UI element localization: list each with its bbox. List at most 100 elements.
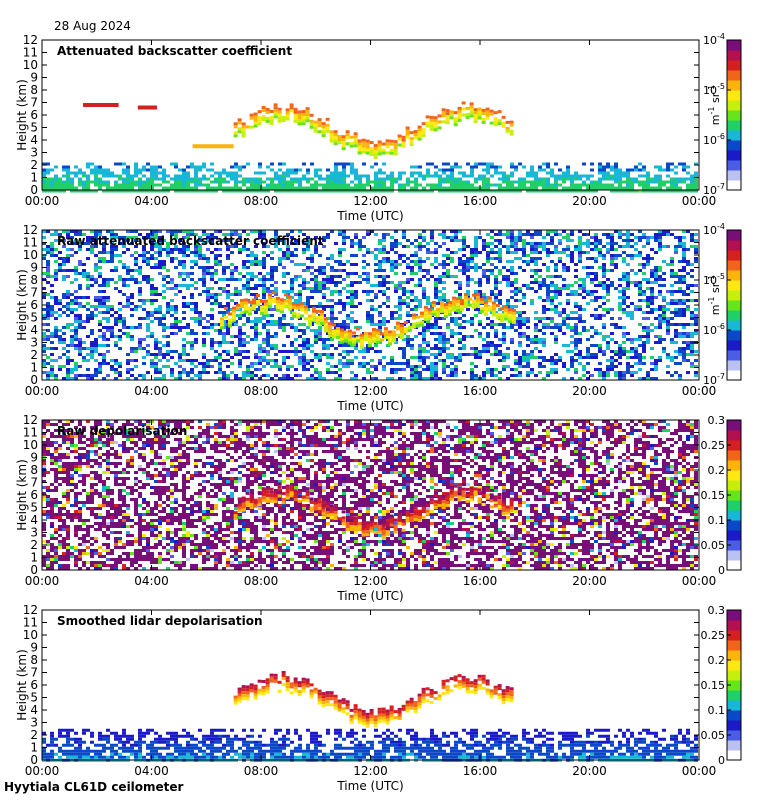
heatmap-cell <box>638 269 642 272</box>
heatmap-cell <box>306 189 310 193</box>
heatmap-cell <box>658 341 662 344</box>
heatmap-cell <box>598 362 602 365</box>
heatmap-cell <box>374 174 378 178</box>
heatmap-cell <box>377 146 382 150</box>
heatmap-cell <box>126 299 130 302</box>
heatmap-cell <box>78 314 82 317</box>
heatmap-cell <box>454 236 458 239</box>
heatmap-cell <box>210 242 214 245</box>
heatmap-cell <box>166 269 170 272</box>
heatmap-cell <box>250 183 254 187</box>
heatmap-cell <box>578 245 582 248</box>
heatmap-cell <box>254 275 258 278</box>
heatmap-cell <box>546 296 550 299</box>
heatmap-cell <box>254 245 258 248</box>
heatmap-cell <box>438 278 442 281</box>
heatmap-cell <box>270 314 274 317</box>
heatmap-cell <box>602 326 606 329</box>
heatmap-cell <box>386 260 390 263</box>
heatmap-cell <box>602 245 606 248</box>
heatmap-cell <box>630 347 634 350</box>
heatmap-cell <box>498 165 502 169</box>
heatmap-cell <box>534 338 538 341</box>
heatmap-cell <box>82 174 86 178</box>
panel-1: Attenuated backscatter coefficient012345… <box>15 32 742 223</box>
heatmap-cell <box>150 320 154 323</box>
heatmap-cell <box>366 189 370 193</box>
heatmap-cell <box>166 180 170 184</box>
heatmap-cell <box>658 174 662 178</box>
heatmap-cell <box>110 308 114 311</box>
heatmap-cell <box>330 320 334 323</box>
heatmap-cell <box>138 317 142 320</box>
heatmap-cell <box>458 269 462 272</box>
colorbar-swatch <box>727 82 741 86</box>
heatmap-cell <box>226 245 230 248</box>
heatmap-cell <box>398 257 402 260</box>
heatmap-cell <box>462 248 466 251</box>
heatmap-cell <box>398 177 402 181</box>
heatmap-cell <box>378 183 382 187</box>
heatmap-cell <box>265 107 270 111</box>
heatmap-cell <box>554 269 558 272</box>
heatmap-cell <box>258 344 262 347</box>
heatmap-cell <box>638 323 642 326</box>
heatmap-cell <box>426 162 430 166</box>
heatmap-cell <box>346 314 350 317</box>
heatmap-cell <box>154 266 158 269</box>
heatmap-cell <box>66 326 70 329</box>
heatmap-cell <box>642 290 646 293</box>
heatmap-cell <box>74 171 78 175</box>
heatmap-cell <box>358 275 362 278</box>
heatmap-cell <box>494 293 498 296</box>
heatmap-cell <box>406 177 410 181</box>
heatmap-cell <box>522 350 526 353</box>
heatmap-cell <box>202 353 206 356</box>
heatmap-cell <box>66 359 70 362</box>
heatmap-cell <box>346 236 350 239</box>
heatmap-cell <box>50 245 54 248</box>
heatmap-cell <box>269 115 274 119</box>
heatmap-cell <box>66 302 70 305</box>
heatmap-cell <box>398 308 402 311</box>
heatmap-cell <box>110 254 114 257</box>
heatmap-cell <box>562 171 566 175</box>
heatmap-cell <box>374 233 378 236</box>
heatmap-cell <box>249 116 254 120</box>
heatmap-cell <box>682 168 686 172</box>
heatmap-cell <box>385 145 390 149</box>
heatmap-cell <box>262 260 266 263</box>
heatmap-cell <box>326 189 330 193</box>
heatmap-cell <box>150 332 154 335</box>
heatmap-cell <box>638 362 642 365</box>
heatmap-cell <box>414 299 418 302</box>
heatmap-cell <box>286 365 290 368</box>
heatmap-cell <box>426 171 430 175</box>
heatmap-cell <box>318 374 322 377</box>
heatmap-cell <box>430 239 434 242</box>
heatmap-cell <box>270 365 274 368</box>
heatmap-cell <box>158 350 162 353</box>
heatmap-cell <box>354 344 358 347</box>
heatmap-cell <box>486 245 490 248</box>
heatmap-cell <box>578 314 582 317</box>
heatmap-cell <box>230 293 234 296</box>
heatmap-cell <box>362 272 366 275</box>
heatmap-cell <box>630 302 634 305</box>
heatmap-cell <box>386 299 390 302</box>
heatmap-cell <box>278 263 282 266</box>
heatmap-cell <box>466 296 470 299</box>
heatmap-cell <box>462 186 466 190</box>
heatmap-cell <box>650 290 654 293</box>
heatmap-cell <box>54 260 58 263</box>
heatmap-cell <box>602 296 606 299</box>
heatmap-cell <box>370 365 374 368</box>
heatmap-cell <box>142 165 146 169</box>
colorbar-swatch <box>727 112 741 116</box>
heatmap-cell <box>162 344 166 347</box>
heatmap-cell <box>546 242 550 245</box>
heatmap-cell <box>266 353 270 356</box>
heatmap-cell <box>694 174 698 178</box>
heatmap-cell <box>86 248 90 251</box>
heatmap-cell <box>66 257 70 260</box>
